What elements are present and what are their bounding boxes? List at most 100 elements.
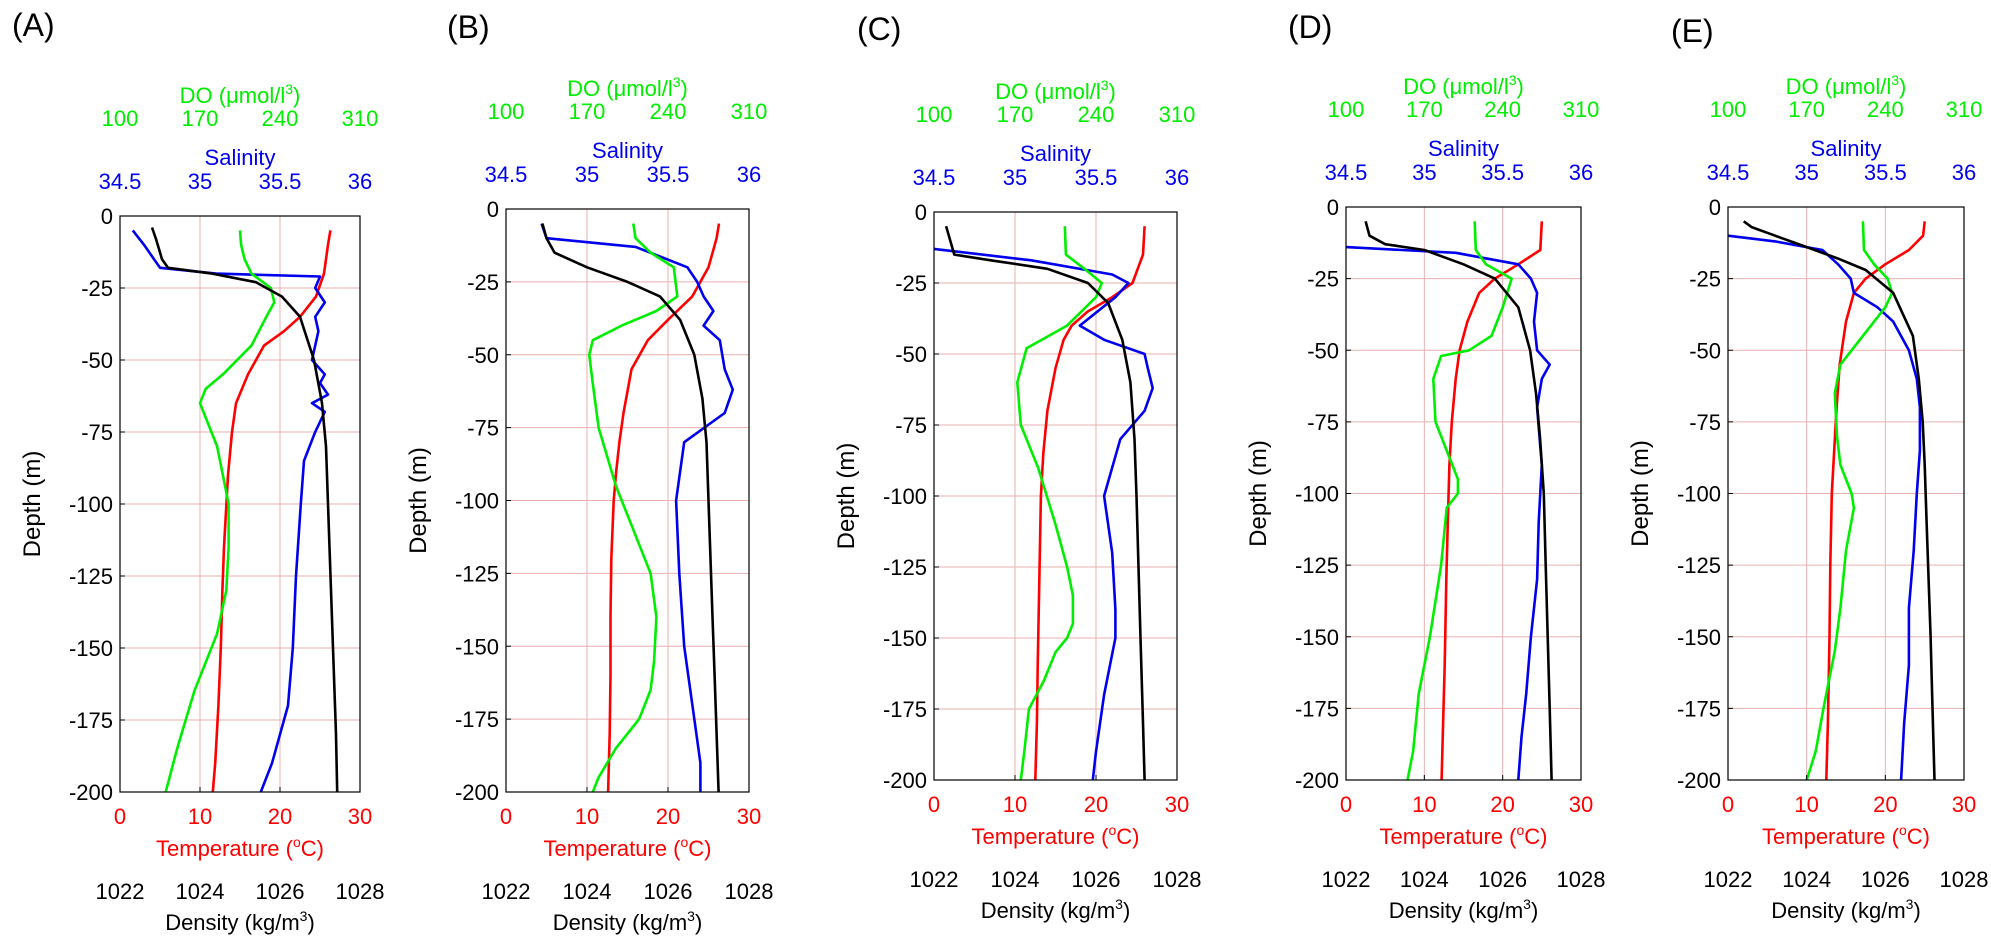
density-tick-label: 1026: [256, 879, 305, 904]
do-axis-label: DO (μmol/l3): [567, 74, 688, 101]
y-tick-label: -150: [455, 634, 499, 659]
y-tick-label: -175: [455, 707, 499, 732]
do-tick-label: 310: [1946, 97, 1983, 122]
salinity-tick-label: 35.5: [1864, 160, 1907, 185]
salinity-tick-label: 35.5: [647, 162, 690, 187]
y-tick-label: 0: [1327, 195, 1339, 220]
y-tick-label: -175: [1677, 696, 1721, 721]
do-series-line: [587, 223, 679, 793]
y-tick-label: -100: [69, 492, 113, 517]
density-tick-label: 1024: [563, 879, 612, 904]
y-tick-label: 0: [915, 200, 927, 225]
y-axis-label: Depth (m): [1627, 440, 1654, 547]
y-tick-label: -150: [69, 636, 113, 661]
y-tick-label: -100: [455, 489, 499, 514]
temperature-tick-label: 30: [737, 804, 761, 829]
y-tick-label: -200: [69, 780, 113, 805]
do-tick-label: 310: [1563, 97, 1600, 122]
panel-label: (C): [857, 11, 901, 47]
y-tick-label: -25: [1689, 267, 1721, 292]
do-tick-label: 240: [262, 106, 299, 131]
density-tick-label: 1026: [1478, 867, 1527, 892]
do-tick-label: 100: [1328, 97, 1365, 122]
y-tick-label: 0: [487, 197, 499, 222]
do-axis-label: DO (μmol/l3): [1786, 72, 1907, 99]
temperature-tick-label: 20: [268, 804, 292, 829]
temperature-axis-label: Temperature (oC): [972, 822, 1140, 849]
do-series-line: [1406, 221, 1513, 781]
do-tick-label: 170: [569, 99, 606, 124]
grid: [1345, 206, 1582, 781]
density-tick-label: 1022: [96, 879, 145, 904]
density-tick-label: 1022: [1322, 867, 1371, 892]
y-tick-label: -100: [883, 484, 927, 509]
density-tick-label: 1024: [1400, 867, 1449, 892]
density-tick-label: 1026: [1861, 867, 1910, 892]
salinity-tick-label: 35.5: [1481, 160, 1524, 185]
density-tick-label: 1026: [1072, 867, 1121, 892]
salinity-tick-label: 34.5: [485, 162, 528, 187]
temperature-tick-label: 0: [500, 804, 512, 829]
density-tick-label: 1028: [336, 879, 385, 904]
density-tick-label: 1028: [1557, 867, 1606, 892]
temperature-tick-label: 20: [1084, 792, 1108, 817]
salinity-tick-label: 36: [348, 169, 372, 194]
y-tick-label: -75: [1307, 410, 1339, 435]
salinity-series-line: [1727, 234, 1922, 781]
temperature-tick-label: 20: [1490, 792, 1514, 817]
temperature-tick-label: 20: [1873, 792, 1897, 817]
temperature-series-line: [211, 230, 332, 793]
do-tick-label: 310: [342, 106, 379, 131]
density-series-line: [541, 223, 720, 793]
y-tick-label: 0: [101, 204, 113, 229]
y-tick-label: -75: [895, 413, 927, 438]
temperature-tick-label: 30: [1569, 792, 1593, 817]
do-tick-label: 240: [1867, 97, 1904, 122]
grid: [933, 211, 1178, 781]
density-axis-label: Density (kg/m3): [553, 908, 703, 935]
temperature-series-line: [1440, 221, 1544, 781]
panel-label: (B): [447, 9, 490, 45]
y-tick-label: -25: [1307, 267, 1339, 292]
salinity-tick-label: 35: [575, 162, 599, 187]
salinity-axis-label: Salinity: [205, 145, 276, 170]
panel-label: (E): [1671, 13, 1714, 49]
salinity-axis-label: Salinity: [1428, 136, 1499, 161]
temperature-axis-label: Temperature (oC): [156, 834, 324, 861]
y-tick-label: -75: [467, 416, 499, 441]
density-tick-label: 1024: [991, 867, 1040, 892]
temperature-tick-label: 10: [1412, 792, 1436, 817]
temperature-tick-label: 0: [114, 804, 126, 829]
density-tick-label: 1022: [482, 879, 531, 904]
salinity-axis-label: Salinity: [1020, 141, 1091, 166]
y-tick-label: -125: [1295, 553, 1339, 578]
temperature-tick-label: 0: [1722, 792, 1734, 817]
y-tick-label: -200: [883, 768, 927, 793]
density-tick-label: 1028: [725, 879, 774, 904]
y-tick-label: -25: [895, 271, 927, 296]
density-tick-label: 1028: [1153, 867, 1202, 892]
do-axis-label: DO (μmol/l3): [995, 77, 1116, 104]
panel-label: (A): [12, 7, 55, 43]
salinity-tick-label: 34.5: [99, 169, 142, 194]
temperature-tick-label: 0: [928, 792, 940, 817]
density-tick-label: 1022: [910, 867, 959, 892]
y-tick-label: -25: [81, 276, 113, 301]
y-tick-label: 0: [1709, 195, 1721, 220]
temperature-series-line: [1034, 226, 1146, 781]
y-axis-label: Depth (m): [833, 443, 860, 550]
density-series-line: [1364, 220, 1553, 781]
y-tick-label: -75: [81, 420, 113, 445]
y-tick-label: -200: [1677, 768, 1721, 793]
y-tick-label: -175: [883, 697, 927, 722]
do-tick-label: 240: [1078, 102, 1115, 127]
salinity-series-line: [131, 229, 330, 793]
y-tick-label: -100: [1295, 482, 1339, 507]
do-tick-label: 100: [1710, 97, 1747, 122]
salinity-tick-label: 36: [737, 162, 761, 187]
do-tick-label: 100: [102, 106, 139, 131]
temperature-tick-label: 10: [575, 804, 599, 829]
do-tick-label: 310: [731, 99, 768, 124]
density-series-line: [150, 227, 339, 793]
temperature-tick-label: 30: [1952, 792, 1976, 817]
